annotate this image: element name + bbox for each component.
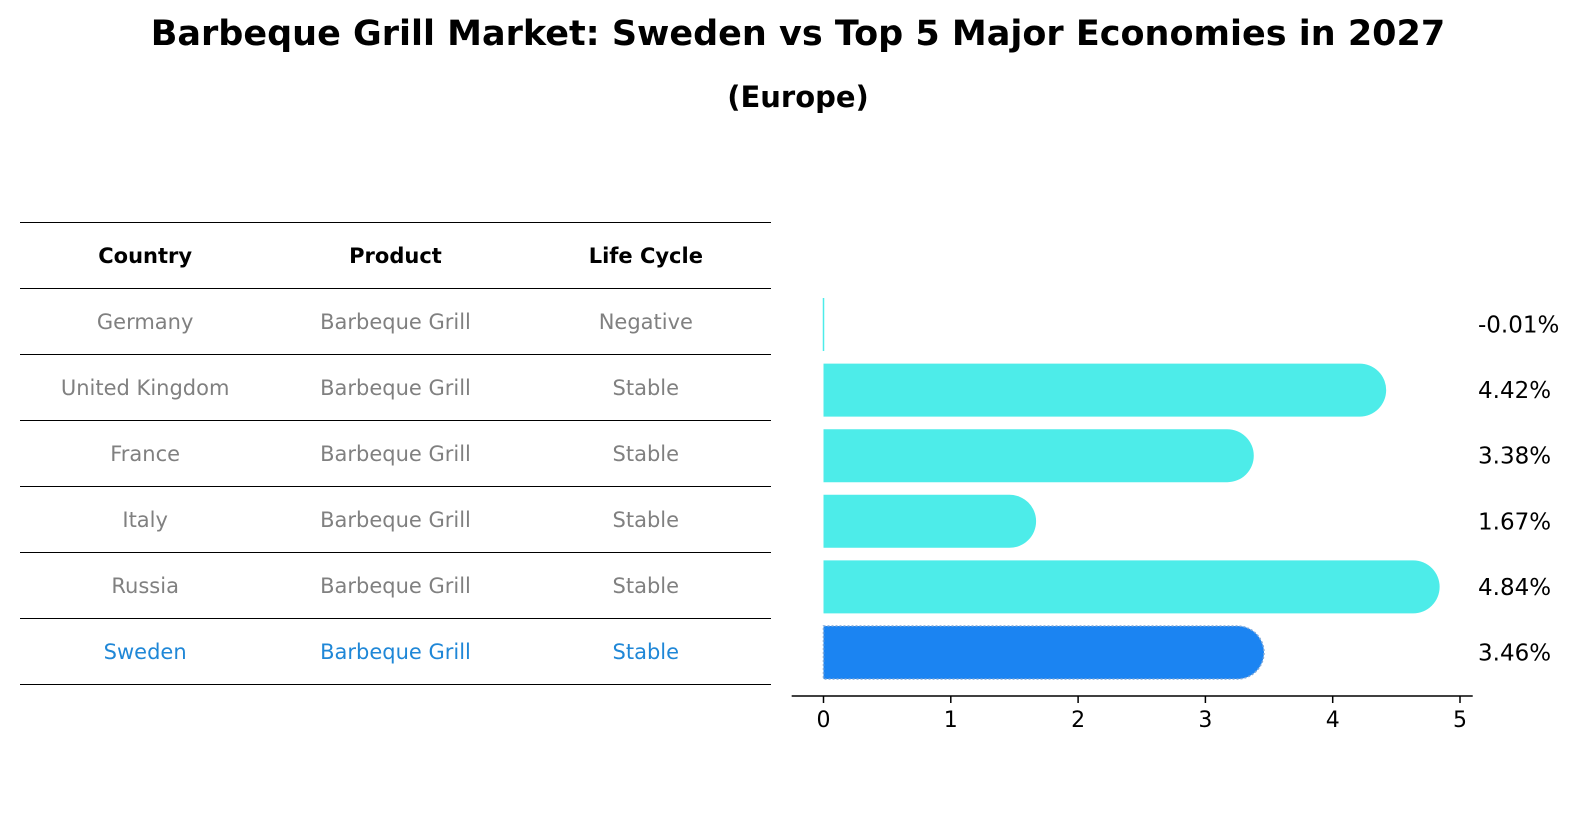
life-cycle-cell: Stable xyxy=(612,507,680,532)
country-cell: Germany xyxy=(96,309,194,334)
table-row-highlighted: Sweden Barbeque Grill Stable xyxy=(20,618,771,685)
product-cell: Barbeque Grill xyxy=(320,507,471,532)
table-row: France Barbeque Grill Stable xyxy=(20,420,771,486)
bar-highlighted xyxy=(822,625,1265,680)
header-country: Country xyxy=(98,243,193,268)
bar xyxy=(823,429,1254,483)
x-tick-label: 2 xyxy=(1071,708,1085,733)
country-cell: Sweden xyxy=(103,639,187,664)
x-tick-label: 3 xyxy=(1198,708,1212,733)
bar xyxy=(823,494,1037,548)
x-tick-label: 0 xyxy=(817,708,831,733)
bar xyxy=(823,560,1440,614)
header-life-cycle: Life Cycle xyxy=(588,243,703,268)
product-cell: Barbeque Grill xyxy=(320,441,471,466)
table-header-row: Country Product Life Cycle xyxy=(20,222,771,288)
value-label: 4.42% xyxy=(1478,378,1551,404)
product-cell: Barbeque Grill xyxy=(320,375,471,400)
table-row: United Kingdom Barbeque Grill Stable xyxy=(20,354,771,420)
country-cell: Russia xyxy=(111,573,179,598)
value-label: -0.01% xyxy=(1478,313,1559,339)
header-product: Product xyxy=(349,243,442,268)
value-label: 4.84% xyxy=(1478,575,1551,601)
x-tick-label: 4 xyxy=(1326,708,1340,733)
product-cell: Barbeque Grill xyxy=(320,573,471,598)
chart-title: Barbeque Grill Market: Sweden vs Top 5 M… xyxy=(150,14,1446,54)
value-label: 3.46% xyxy=(1478,641,1551,667)
product-cell: Barbeque Grill xyxy=(320,639,471,664)
life-cycle-cell: Stable xyxy=(612,573,680,598)
life-cycle-cell: Stable xyxy=(612,375,680,400)
x-tick-label: 1 xyxy=(944,708,958,733)
bar xyxy=(823,363,1387,417)
value-label: 3.38% xyxy=(1478,444,1551,470)
country-cell: United Kingdom xyxy=(60,375,230,400)
country-cell: Italy xyxy=(122,507,168,532)
chart-subtitle: (Europe) xyxy=(727,80,869,114)
life-cycle-cell: Stable xyxy=(612,639,680,664)
table-row: Germany Barbeque Grill Negative xyxy=(20,288,771,354)
table-row: Russia Barbeque Grill Stable xyxy=(20,552,771,618)
table-row: Italy Barbeque Grill Stable xyxy=(20,486,771,552)
market-table: Country Product Life Cycle Germany Barbe… xyxy=(20,222,771,685)
product-cell: Barbeque Grill xyxy=(320,309,471,334)
country-cell: France xyxy=(110,441,181,466)
x-tick-label: 5 xyxy=(1453,708,1467,733)
life-cycle-cell: Stable xyxy=(612,441,680,466)
life-cycle-cell: Negative xyxy=(598,309,693,334)
value-label: 1.67% xyxy=(1478,509,1551,535)
